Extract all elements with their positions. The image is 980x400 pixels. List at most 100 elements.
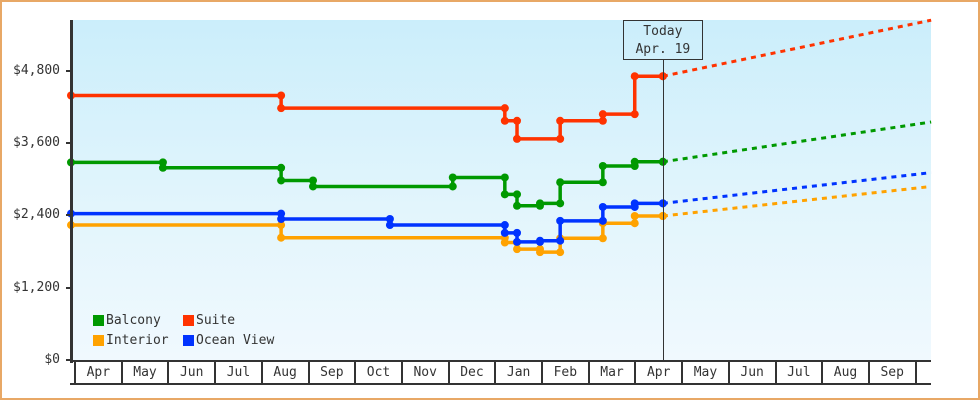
- data-point-marker[interactable]: [500, 173, 509, 182]
- x-tick-month: Jul: [214, 362, 261, 383]
- data-point-marker[interactable]: [500, 238, 509, 247]
- legend-item-suite[interactable]: Suite: [183, 312, 236, 328]
- x-tick-month: Nov: [400, 362, 448, 383]
- x-tick-month: Aug: [821, 362, 868, 383]
- data-point-marker[interactable]: [556, 216, 565, 225]
- data-point-marker[interactable]: [385, 221, 394, 230]
- legend-item-interior[interactable]: Interior: [93, 333, 169, 348]
- legend-label: Ocean View: [196, 332, 275, 348]
- data-point-marker[interactable]: [556, 178, 565, 187]
- data-point-marker[interactable]: [500, 104, 509, 113]
- x-tick-month: Aug: [260, 362, 308, 383]
- data-point-marker[interactable]: [500, 116, 509, 125]
- x-tick-month: May: [120, 362, 168, 383]
- data-point-marker[interactable]: [277, 91, 286, 100]
- data-point-marker[interactable]: [630, 199, 639, 208]
- data-point-marker[interactable]: [598, 161, 607, 170]
- data-point-marker[interactable]: [556, 236, 565, 245]
- data-point-marker[interactable]: [513, 237, 522, 246]
- data-point-marker[interactable]: [513, 245, 522, 254]
- data-point-marker[interactable]: [500, 221, 509, 230]
- y-tick-mark: [66, 286, 71, 289]
- y-tick-label: $1,200: [13, 279, 60, 295]
- x-tick-month: May: [681, 362, 728, 383]
- data-point-marker[interactable]: [556, 134, 565, 143]
- data-point-marker[interactable]: [448, 182, 457, 191]
- x-tick-month: Mar: [587, 362, 635, 383]
- legend-label: Balcony: [106, 312, 161, 328]
- data-point-marker[interactable]: [598, 110, 607, 119]
- data-point-marker[interactable]: [500, 190, 509, 199]
- data-point-marker[interactable]: [598, 178, 607, 187]
- data-point-marker[interactable]: [630, 110, 639, 119]
- y-tick-mark: [66, 359, 71, 361]
- data-point-marker[interactable]: [513, 116, 522, 125]
- today-label: Today: [643, 24, 683, 39]
- x-tick-month: Feb: [541, 362, 588, 383]
- data-point-marker[interactable]: [277, 221, 286, 230]
- data-point-marker[interactable]: [598, 216, 607, 225]
- data-point-marker[interactable]: [277, 176, 286, 185]
- series-suite: [67, 18, 932, 143]
- data-point-marker[interactable]: [556, 116, 565, 125]
- data-point-marker[interactable]: [598, 234, 607, 243]
- x-tick-month: Sep: [867, 362, 915, 383]
- data-point-marker[interactable]: [556, 199, 565, 208]
- y-tick-label: $0: [44, 352, 60, 367]
- chart-legend: Balcony Suite Interior Ocean View: [93, 313, 293, 353]
- legend-swatch-icon: [183, 334, 194, 346]
- y-tick-mark: [66, 69, 71, 72]
- data-point-marker[interactable]: [598, 202, 607, 211]
- today-marker-line: [662, 60, 664, 360]
- legend-swatch-icon: [93, 334, 104, 346]
- x-tick-month: Jan: [494, 362, 541, 383]
- data-point-marker[interactable]: [277, 163, 286, 172]
- projection-line: [662, 18, 932, 78]
- data-point-marker[interactable]: [385, 215, 394, 224]
- legend-label: Suite: [196, 312, 236, 328]
- y-tick-mark: [66, 142, 71, 145]
- data-point-marker[interactable]: [536, 236, 544, 245]
- data-point-marker[interactable]: [309, 182, 318, 191]
- series-line: [71, 74, 663, 141]
- data-point-marker[interactable]: [536, 199, 544, 208]
- data-point-marker[interactable]: [277, 233, 286, 242]
- legend-swatch-icon: [93, 314, 104, 326]
- series-line: [71, 201, 663, 244]
- data-point-marker[interactable]: [536, 248, 544, 257]
- data-point-marker[interactable]: [598, 116, 607, 125]
- legend-item-balcony[interactable]: Balcony: [93, 312, 161, 328]
- data-point-marker[interactable]: [277, 215, 286, 224]
- data-point-marker[interactable]: [630, 157, 639, 166]
- data-point-marker[interactable]: [513, 134, 522, 143]
- x-tick-month: Sep: [307, 362, 355, 383]
- legend-item-ocean-view[interactable]: Ocean View: [183, 332, 275, 348]
- today-label-box: Today Apr. 19: [622, 20, 703, 60]
- data-point-marker[interactable]: [277, 104, 286, 113]
- plot-area: [72, 20, 931, 360]
- data-point-marker[interactable]: [158, 163, 167, 172]
- data-point-marker[interactable]: [630, 72, 639, 81]
- y-tick-label: $3,600: [13, 135, 60, 151]
- x-tick-month: Jun: [167, 362, 214, 383]
- series-ocean-view: [67, 171, 932, 246]
- x-axis-month-row: Apr May Jun Jul Aug Sep Oct Nov Dec Jan Feb Mar Apr M…: [70, 360, 931, 385]
- projection-line: [662, 171, 932, 205]
- data-point-marker[interactable]: [448, 173, 457, 182]
- data-point-marker[interactable]: [630, 219, 639, 228]
- data-point-marker[interactable]: [500, 228, 509, 237]
- data-point-marker[interactable]: [513, 201, 522, 210]
- series-interior: [67, 184, 932, 257]
- data-point-marker[interactable]: [513, 228, 522, 237]
- data-point-marker[interactable]: [513, 190, 522, 199]
- data-point-marker[interactable]: [309, 176, 318, 185]
- y-tick-label: $4,800: [13, 62, 60, 78]
- y-axis-line: [70, 20, 73, 363]
- data-point-marker[interactable]: [630, 212, 639, 221]
- x-tick-month: Apr: [74, 362, 121, 383]
- x-tick-month: Jun: [727, 362, 775, 383]
- projection-line: [662, 184, 932, 218]
- data-point-marker[interactable]: [556, 248, 565, 257]
